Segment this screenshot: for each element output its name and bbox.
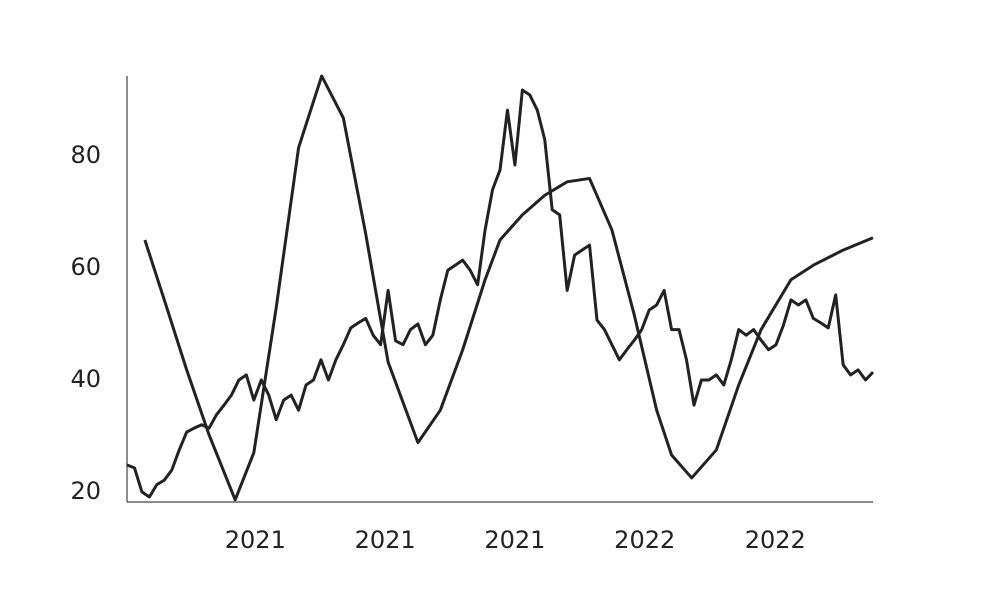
y-tick-label: 80 (70, 141, 101, 169)
line (143, 74, 874, 502)
y-tick-label: 40 (70, 365, 101, 393)
y-tick-label: 20 (70, 477, 101, 505)
y-tick-label: 60 (70, 253, 101, 281)
x-tick-label: 2021 (484, 526, 545, 554)
x-tick-label: 2022 (614, 526, 675, 554)
x-tick-label: 2021 (355, 526, 416, 554)
x-tick-label: 2022 (745, 526, 806, 554)
x-tick-label: 2021 (225, 526, 286, 554)
line (126, 88, 875, 499)
